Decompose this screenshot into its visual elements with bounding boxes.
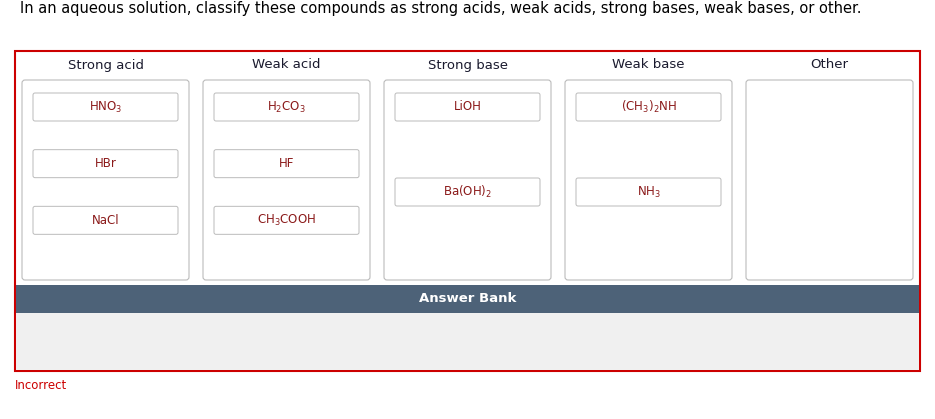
Text: Strong base: Strong base [427, 59, 508, 72]
FancyBboxPatch shape [15, 51, 920, 371]
Text: Ba(OH)$_2$: Ba(OH)$_2$ [443, 184, 492, 200]
Text: (CH$_3$)$_2$NH: (CH$_3$)$_2$NH [621, 99, 676, 115]
FancyBboxPatch shape [384, 80, 551, 280]
FancyBboxPatch shape [22, 80, 189, 280]
Text: NaCl: NaCl [92, 214, 120, 227]
FancyBboxPatch shape [746, 80, 913, 280]
Text: HBr: HBr [94, 157, 117, 170]
Text: Weak acid: Weak acid [252, 59, 321, 72]
FancyBboxPatch shape [576, 178, 721, 206]
Text: Weak base: Weak base [612, 59, 684, 72]
FancyBboxPatch shape [33, 93, 178, 121]
FancyBboxPatch shape [214, 206, 359, 234]
Text: In an aqueous solution, classify these compounds as strong acids, weak acids, st: In an aqueous solution, classify these c… [20, 1, 861, 16]
FancyBboxPatch shape [565, 80, 732, 280]
Text: CH$_3$COOH: CH$_3$COOH [257, 213, 316, 228]
Text: Incorrect: Incorrect [15, 379, 67, 392]
Text: HNO$_3$: HNO$_3$ [89, 99, 122, 114]
FancyBboxPatch shape [203, 80, 370, 280]
Text: HF: HF [279, 157, 295, 170]
FancyBboxPatch shape [395, 93, 540, 121]
Text: H$_2$CO$_3$: H$_2$CO$_3$ [267, 99, 306, 114]
FancyBboxPatch shape [214, 93, 359, 121]
FancyBboxPatch shape [214, 150, 359, 178]
FancyBboxPatch shape [33, 150, 178, 178]
Text: Other: Other [811, 59, 848, 72]
Text: NH$_3$: NH$_3$ [637, 184, 660, 199]
FancyBboxPatch shape [33, 206, 178, 234]
Text: Answer Bank: Answer Bank [419, 292, 516, 305]
FancyBboxPatch shape [16, 285, 919, 313]
FancyBboxPatch shape [16, 313, 919, 370]
Text: LiOH: LiOH [453, 101, 482, 114]
FancyBboxPatch shape [576, 93, 721, 121]
Text: Strong acid: Strong acid [67, 59, 143, 72]
FancyBboxPatch shape [395, 178, 540, 206]
